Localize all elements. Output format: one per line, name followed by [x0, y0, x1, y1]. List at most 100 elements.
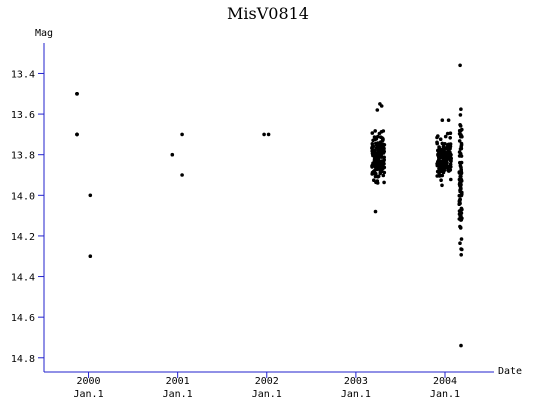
x-tick-year-label: 2001 — [166, 376, 190, 387]
data-point — [458, 171, 462, 175]
data-point — [459, 143, 464, 147]
data-point — [457, 199, 462, 204]
data-point — [382, 180, 386, 185]
data-point — [370, 142, 375, 146]
data-point — [371, 144, 376, 149]
data-point — [375, 108, 380, 112]
y-tick-label: 13.8 — [11, 151, 35, 162]
y-tick-label: 13.4 — [11, 69, 35, 80]
data-point — [375, 167, 379, 172]
data-point — [439, 165, 443, 169]
chart-title: MisV0814 — [227, 4, 309, 23]
data-point — [438, 137, 443, 141]
data-point — [375, 181, 380, 185]
data-point — [440, 183, 444, 188]
y-axis-label: Mag — [35, 28, 53, 39]
data-point — [439, 178, 443, 182]
data-points — [75, 63, 464, 348]
data-point — [448, 131, 453, 135]
data-point — [459, 179, 464, 183]
data-point — [88, 193, 93, 198]
data-point — [460, 134, 464, 139]
x-tick-date-label: Jan.1 — [73, 389, 103, 400]
data-point — [441, 144, 446, 149]
data-point — [376, 174, 380, 179]
data-point — [459, 343, 463, 348]
x-tick-date-label: Jan.1 — [252, 389, 282, 400]
data-point — [441, 170, 446, 175]
data-point — [459, 107, 463, 111]
x-tick-date-label: Jan.1 — [163, 389, 193, 400]
data-point — [370, 131, 375, 135]
data-point — [180, 173, 184, 177]
y-tick-label: 13.6 — [11, 110, 35, 121]
data-point — [441, 155, 446, 160]
data-point — [372, 135, 377, 139]
data-point — [170, 152, 175, 157]
data-point — [459, 253, 464, 257]
data-point — [180, 132, 184, 137]
y-ticks: 13.4 13.6 13.8 14.0 14.2 14.4 14.6 14.8 — [11, 69, 44, 365]
data-point — [459, 237, 464, 241]
data-point — [446, 118, 451, 122]
data-point — [373, 129, 378, 133]
data-point — [370, 172, 375, 176]
data-point — [460, 207, 464, 212]
data-point — [448, 168, 452, 172]
data-point — [377, 165, 382, 169]
y-tick-label: 14.8 — [11, 354, 35, 365]
data-point — [440, 118, 445, 122]
data-point — [458, 124, 463, 128]
data-point — [262, 132, 266, 137]
data-point — [458, 241, 462, 245]
data-point — [443, 142, 447, 146]
data-point — [381, 159, 386, 163]
data-point — [448, 159, 453, 163]
data-point — [447, 145, 452, 150]
data-point — [435, 169, 440, 174]
data-point — [448, 162, 453, 167]
y-tick-label: 14.0 — [11, 191, 35, 202]
data-point — [460, 216, 464, 221]
data-point — [441, 149, 446, 153]
data-point — [444, 158, 449, 163]
data-point — [458, 174, 463, 179]
x-tick-year-label: 2004 — [433, 376, 457, 387]
x-tick-year-label: 2003 — [344, 376, 368, 387]
data-point — [438, 148, 443, 153]
data-point — [266, 132, 271, 137]
data-point — [381, 129, 386, 133]
data-point — [448, 152, 453, 156]
data-point — [377, 131, 382, 136]
data-point — [370, 165, 374, 169]
data-point — [458, 194, 463, 198]
data-point — [378, 168, 383, 172]
x-ticks: 2000 Jan.1 2001 Jan.1 2002 Jan.1 2003 Jan.1 2004… — [73, 372, 460, 400]
data-point — [445, 143, 450, 147]
y-tick-label: 14.4 — [11, 273, 35, 284]
data-point — [372, 178, 376, 182]
data-point — [443, 134, 448, 139]
data-point — [75, 132, 79, 137]
data-point — [438, 168, 443, 172]
data-point — [373, 155, 377, 160]
data-point — [381, 173, 386, 178]
data-point — [435, 135, 439, 140]
data-point — [381, 149, 385, 154]
data-point — [381, 166, 385, 171]
data-point — [379, 143, 383, 147]
data-point — [459, 247, 463, 251]
data-point — [373, 209, 378, 214]
data-point — [378, 140, 383, 144]
data-point — [444, 152, 449, 156]
data-point — [458, 160, 462, 165]
data-point — [457, 150, 462, 154]
data-point — [458, 225, 463, 230]
data-point — [448, 142, 453, 146]
data-point — [458, 185, 463, 190]
y-tick-label: 14.6 — [11, 313, 35, 324]
x-tick-year-label: 2000 — [77, 376, 101, 387]
data-point — [449, 177, 453, 182]
data-point — [75, 92, 79, 96]
data-point — [435, 174, 440, 178]
